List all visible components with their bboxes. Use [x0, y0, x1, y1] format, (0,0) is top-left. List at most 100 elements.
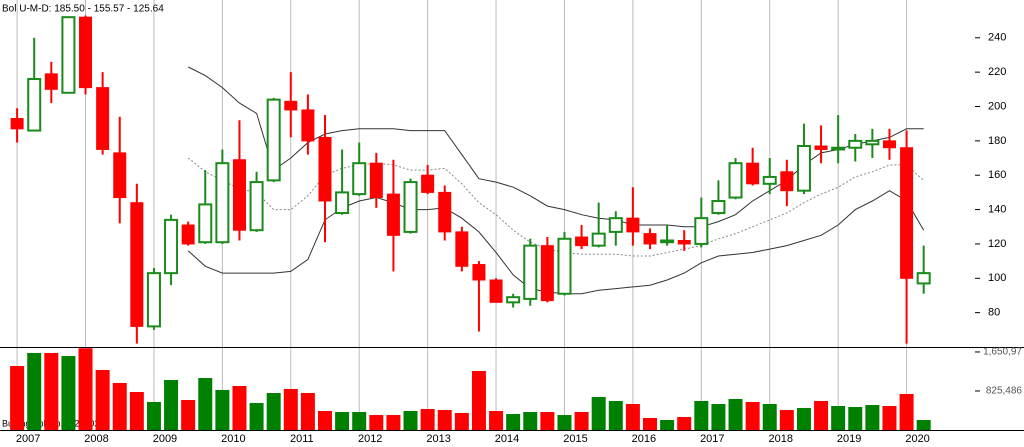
volume-bar: [300, 392, 315, 430]
volume-bar: [540, 411, 555, 430]
candle-body: [591, 232, 606, 247]
volume-bar: [146, 401, 161, 430]
candle-body: [198, 203, 213, 244]
x-tick-label: 2016: [632, 433, 656, 445]
y-tick-label: 200: [988, 100, 1006, 112]
volume-bar: [129, 392, 144, 430]
volume-bar: [728, 398, 743, 430]
volume-bar: [506, 413, 521, 430]
y-tick-label: 100: [988, 272, 1006, 284]
candle-body: [643, 233, 657, 245]
candle-body: [79, 16, 93, 89]
candle-body: [523, 244, 538, 300]
volume-bar: [796, 407, 811, 430]
volume-bar: [489, 411, 504, 430]
volume-bar: [181, 399, 196, 430]
candle-body: [814, 145, 828, 150]
candle-body: [848, 139, 863, 149]
candle-body: [472, 264, 486, 281]
candle-body: [318, 136, 332, 202]
volume-bar: [27, 352, 42, 430]
candle-body: [113, 152, 127, 199]
candle-body: [386, 193, 400, 236]
volume-bar: [44, 352, 59, 430]
volume-bar: [711, 404, 726, 430]
x-tick-label: 2009: [153, 433, 177, 445]
volume-bar: [318, 411, 332, 430]
volume-bar: [249, 403, 264, 430]
candle-body: [369, 162, 383, 199]
candle-body: [831, 146, 846, 151]
candle-body: [301, 109, 315, 142]
volume-bar: [916, 419, 931, 430]
volume-bar: [865, 404, 880, 430]
volume-bar: [10, 366, 25, 430]
candle-body: [215, 162, 230, 244]
volume-bar: [454, 412, 469, 430]
x-tick-label: 2010: [221, 433, 245, 445]
volume-tick-label: 825,486: [986, 386, 1023, 397]
volume-bar: [369, 415, 384, 430]
candle-body: [489, 279, 503, 303]
x-tick-label: 2018: [768, 433, 792, 445]
candle-body: [44, 73, 58, 90]
volume-bar: [61, 355, 76, 430]
volume-bar: [677, 417, 692, 430]
volume-bar: [831, 405, 846, 430]
y-tick-label: 120: [988, 238, 1006, 250]
volume-bar: [899, 393, 914, 430]
volume-bar: [164, 379, 179, 430]
y-tick-label: 80: [988, 307, 1000, 319]
chart-title: Bol U-M-D: 185.50 - 155.57 - 125.64: [2, 4, 164, 15]
x-tick-label: 2020: [905, 433, 929, 445]
volume-bar: [608, 400, 623, 430]
volume-bar: [814, 400, 829, 430]
x-tick-label: 2017: [700, 433, 724, 445]
candle-body: [421, 174, 435, 193]
candle-body: [626, 217, 640, 233]
volume-bar: [848, 406, 863, 430]
volume-bar: [643, 417, 657, 430]
candle-body: [660, 239, 675, 244]
y-tick-label: 240: [988, 32, 1006, 44]
volume-bar: [420, 409, 435, 430]
candle-body: [61, 16, 76, 94]
volume-bar: [471, 370, 486, 430]
candle-body: [96, 87, 110, 150]
y-tick-label: 160: [988, 169, 1006, 181]
volume-bar: [112, 382, 127, 430]
candle-body: [796, 145, 811, 192]
volume-bar: [882, 405, 897, 430]
candle-body: [266, 98, 281, 182]
candle-body: [557, 237, 572, 295]
x-tick-label: 2012: [358, 433, 382, 445]
candle-body: [608, 217, 623, 233]
volume-bar: [437, 410, 452, 430]
y-tick-label: 220: [988, 66, 1006, 78]
volume-bar: [335, 411, 350, 430]
x-tick-label: 2014: [495, 433, 519, 445]
candle-body: [27, 78, 42, 132]
candle-body: [249, 181, 264, 232]
volume-bar: [352, 411, 367, 430]
candle-body: [506, 296, 521, 304]
y-tick-label: 180: [988, 135, 1006, 147]
x-tick-label: 2013: [426, 433, 450, 445]
volume-bar: [694, 400, 709, 430]
candle-body: [711, 199, 726, 215]
candle-body: [916, 272, 931, 285]
candle-body: [677, 239, 691, 245]
candle-body: [746, 162, 760, 185]
volume-bar: [779, 410, 794, 430]
band-lower: [187, 190, 925, 295]
candle-body: [865, 139, 880, 146]
candle-body: [10, 118, 24, 130]
candle-body: [882, 140, 896, 149]
volume-tick-label: 1,650,97: [983, 347, 1022, 358]
volume-bar: [215, 389, 230, 430]
candle-body: [335, 191, 350, 215]
volume-bar: [625, 404, 640, 430]
candle-body: [438, 191, 452, 233]
